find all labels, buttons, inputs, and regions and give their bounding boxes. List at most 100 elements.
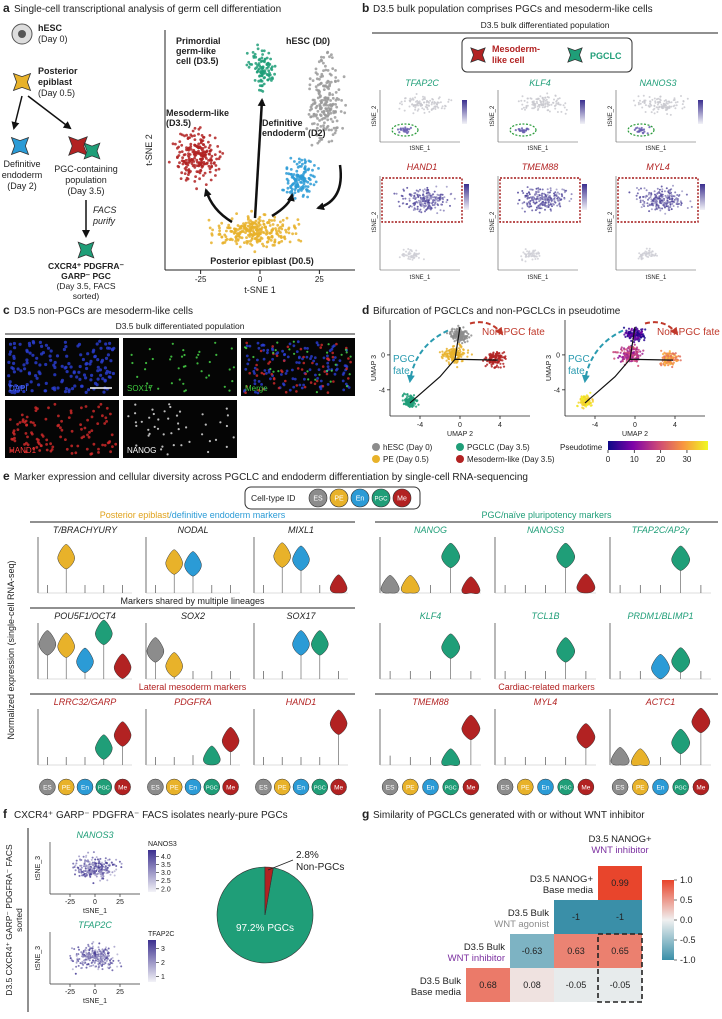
nucleus xyxy=(55,354,60,358)
nucleus xyxy=(48,354,52,358)
subtitle: D3.5 bulk differentiated population xyxy=(481,20,610,30)
nucleus xyxy=(36,407,39,411)
nucleus xyxy=(90,415,94,419)
nucleus xyxy=(151,408,154,411)
cell-dot xyxy=(499,355,502,358)
group-header: Cardiac-related markers xyxy=(498,682,595,692)
cell-dot xyxy=(213,161,216,165)
cell-dot xyxy=(528,191,530,194)
cell-dot xyxy=(662,353,665,356)
nucleus xyxy=(178,410,182,413)
cell-dot xyxy=(438,194,440,197)
axis-label: tSNE_1 xyxy=(528,275,549,281)
cell-dot xyxy=(315,104,319,108)
cell-dot xyxy=(663,364,666,367)
nucleus xyxy=(135,424,138,427)
cell-dot xyxy=(456,359,459,362)
nucleus xyxy=(271,357,274,361)
cell-dot xyxy=(409,252,412,255)
legend-box xyxy=(461,37,633,73)
cell-dot xyxy=(418,100,421,103)
nucleus xyxy=(103,366,107,370)
cell-dot xyxy=(563,197,566,200)
cell-dot xyxy=(405,401,408,404)
nucleus xyxy=(69,374,73,378)
cell-dot xyxy=(458,347,461,350)
nucleus xyxy=(308,368,312,372)
nucleus xyxy=(86,388,91,392)
cell-dot xyxy=(425,192,428,195)
cell-dot xyxy=(491,356,494,359)
cell-dot xyxy=(420,211,423,214)
cell-dot xyxy=(437,197,440,200)
cell-dot xyxy=(214,174,217,177)
nucleus xyxy=(293,352,296,355)
cell-dot xyxy=(256,43,259,47)
cell-dot xyxy=(208,134,212,137)
cell-dot xyxy=(93,951,96,954)
cell-dot xyxy=(554,94,557,97)
group-header: Markers shared by multiple lineages xyxy=(120,596,265,606)
x-tick-label: -25 xyxy=(195,275,207,284)
nucleus xyxy=(11,367,15,371)
cell-dot xyxy=(433,190,436,193)
cell-dot xyxy=(665,203,668,205)
cell-type-label: ES xyxy=(313,496,323,503)
cell-dot xyxy=(93,873,96,876)
cell-dot xyxy=(417,403,420,406)
cell-type-swatch xyxy=(537,778,554,796)
trajectory xyxy=(409,326,499,404)
cell-dot xyxy=(654,196,657,199)
nucleus xyxy=(335,368,338,372)
cell-dot xyxy=(187,158,191,162)
cell-dot xyxy=(431,202,433,205)
cell-dot xyxy=(312,112,316,116)
nucleus xyxy=(110,348,115,352)
cell-dot xyxy=(90,953,93,955)
nucleus xyxy=(73,384,77,388)
cell-dot xyxy=(631,332,634,335)
cell-dot xyxy=(535,187,538,190)
cell-dot xyxy=(263,58,267,61)
cell-type-swatch xyxy=(371,488,391,508)
nucleus xyxy=(85,447,89,451)
cell-dot xyxy=(635,352,638,355)
cell-dot xyxy=(552,101,555,104)
cell-dot xyxy=(538,211,541,214)
cell-dot xyxy=(523,201,526,204)
nucleus xyxy=(182,382,185,385)
cell-dot xyxy=(451,359,454,362)
nucleus xyxy=(45,438,49,442)
cell-dot xyxy=(305,189,309,193)
cell-dot xyxy=(624,331,627,334)
nucleus xyxy=(134,403,137,406)
nucleus xyxy=(97,451,100,454)
cell-dot xyxy=(412,209,415,211)
cell-dot xyxy=(253,52,257,56)
nucleus xyxy=(320,343,324,347)
cell-dot xyxy=(118,860,121,863)
cell-type-swatch xyxy=(652,778,669,796)
cell-type-swatch xyxy=(692,778,710,796)
cell-type-label: PE xyxy=(278,785,287,792)
cell-dot xyxy=(198,151,202,155)
cell-dot xyxy=(649,196,652,199)
nucleus xyxy=(106,353,110,357)
nucleus xyxy=(26,435,29,439)
cell-dot xyxy=(503,356,506,359)
nucleus xyxy=(130,353,133,356)
cell-dot xyxy=(267,63,271,67)
cell-dot xyxy=(627,352,630,355)
nucleus xyxy=(25,361,29,365)
cell-dot xyxy=(86,955,89,958)
cell-dot xyxy=(258,239,262,243)
cell-dot xyxy=(401,103,403,106)
cell-dot xyxy=(491,361,495,364)
cell-dot xyxy=(87,945,90,948)
cell-type-label: PGC xyxy=(206,786,218,792)
nucleus xyxy=(257,389,261,392)
nucleus xyxy=(114,442,118,446)
nucleus xyxy=(266,351,269,355)
nucleus xyxy=(332,358,335,362)
